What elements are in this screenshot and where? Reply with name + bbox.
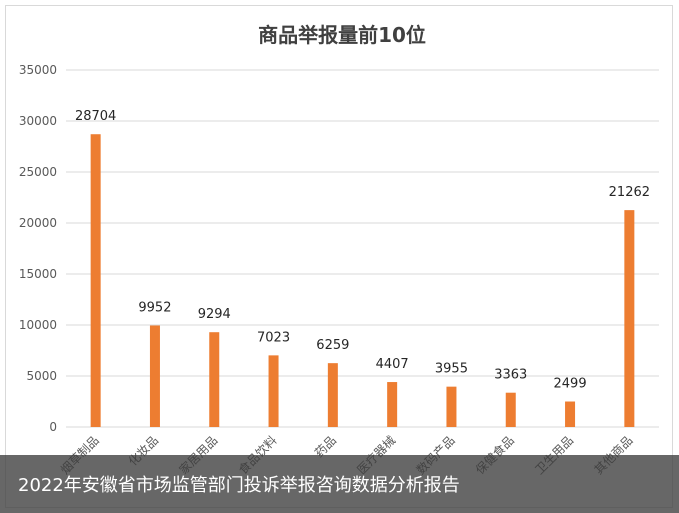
y-tick-label: 10000 (19, 318, 57, 332)
y-tick-label: 0 (49, 420, 57, 434)
chart-title: 商品举报量前10位 (258, 23, 426, 47)
bar (268, 355, 279, 427)
caption-text: 2022年安徽省市场监管部门投诉举报咨询数据分析报告 (18, 475, 460, 496)
data-label: 2499 (554, 377, 587, 392)
data-label: 9952 (138, 300, 171, 315)
bar (149, 325, 160, 427)
y-tick-label: 35000 (19, 63, 57, 77)
data-labels: 28704 9952 9294 7023 6259 4407 3955 3363 2499 212… (75, 109, 650, 391)
y-tick-label: 15000 (19, 267, 57, 281)
data-label: 21262 (609, 185, 650, 200)
bar (387, 382, 398, 427)
y-tick-label: 25000 (19, 165, 57, 179)
y-axis-tick-labels: 0 5000 10000 15000 20000 25000 30000 35000 (19, 63, 57, 434)
bar (624, 210, 635, 427)
data-label: 4407 (376, 357, 409, 372)
bar (446, 386, 457, 427)
bars (90, 134, 635, 428)
y-tick-label: 20000 (19, 216, 57, 230)
bar (327, 363, 338, 427)
y-tick-label: 30000 (19, 114, 57, 128)
y-tick-label: 5000 (26, 369, 57, 383)
chart-area: 商品举报量前10位 0 5000 10000 15000 20000 25000 30000… (5, 5, 673, 508)
data-label: 3955 (435, 362, 468, 377)
data-label: 3363 (494, 368, 527, 383)
data-label: 6259 (316, 338, 349, 353)
data-label: 7023 (257, 330, 290, 345)
caption-bar: 2022年安徽省市场监管部门投诉举报咨询数据分析报告 (0, 455, 679, 513)
bar-chart: 商品举报量前10位 0 5000 10000 15000 20000 25000 30000… (19, 23, 659, 477)
data-label: 28704 (75, 109, 116, 124)
bar (90, 134, 101, 428)
bar (209, 332, 220, 427)
bar (505, 392, 516, 427)
gridlines (66, 69, 659, 428)
bar (565, 401, 576, 427)
data-label: 9294 (198, 307, 231, 322)
